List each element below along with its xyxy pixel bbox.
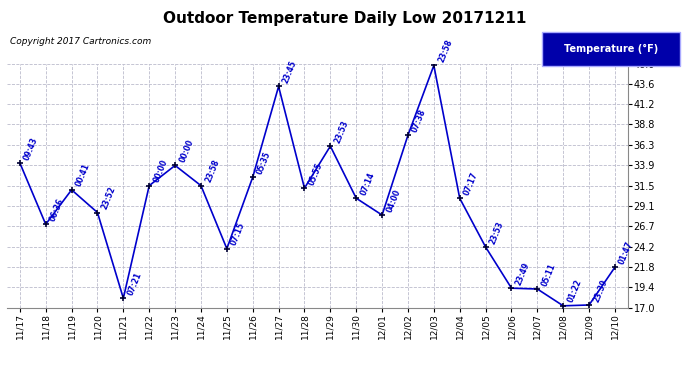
Text: 23:49: 23:49: [514, 261, 531, 286]
Text: 09:43: 09:43: [22, 135, 40, 161]
Text: 23:45: 23:45: [281, 59, 299, 85]
Text: 07:38: 07:38: [411, 108, 428, 134]
Text: 07:15: 07:15: [229, 221, 247, 247]
Text: 23:52: 23:52: [100, 185, 117, 211]
Text: 23:58: 23:58: [204, 158, 221, 184]
Text: 01:47: 01:47: [618, 240, 635, 266]
Text: Outdoor Temperature Daily Low 20171211: Outdoor Temperature Daily Low 20171211: [164, 11, 526, 26]
Text: 00:41: 00:41: [75, 162, 92, 188]
Text: 00:00: 00:00: [177, 138, 195, 164]
Text: 05:11: 05:11: [540, 262, 558, 287]
Text: 23:58: 23:58: [437, 38, 454, 64]
Text: 05:35: 05:35: [255, 150, 273, 176]
Text: Temperature (°F): Temperature (°F): [564, 44, 658, 54]
Text: 07:14: 07:14: [359, 171, 376, 196]
Text: 23:53: 23:53: [333, 119, 351, 144]
Text: 06:36: 06:36: [48, 197, 66, 223]
Text: 23:39: 23:39: [592, 278, 609, 303]
Text: 01:22: 01:22: [566, 278, 583, 304]
Text: 07:17: 07:17: [462, 171, 480, 196]
Text: Copyright 2017 Cartronics.com: Copyright 2017 Cartronics.com: [10, 38, 152, 46]
Text: 00:00: 00:00: [152, 158, 169, 184]
Text: 07:21: 07:21: [126, 271, 144, 297]
Text: 05:55: 05:55: [307, 161, 324, 186]
Text: 23:53: 23:53: [489, 220, 506, 245]
Text: 04:00: 04:00: [385, 188, 402, 213]
